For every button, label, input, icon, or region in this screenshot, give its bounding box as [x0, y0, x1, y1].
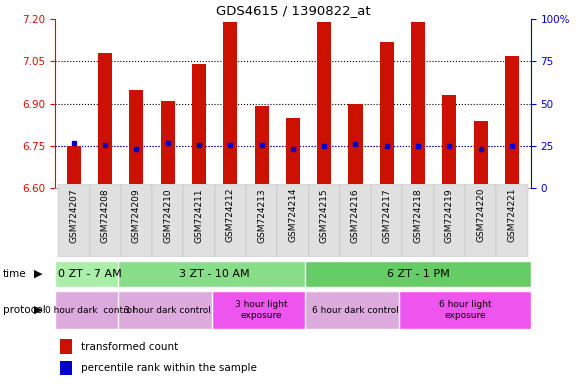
Text: GSM724219: GSM724219	[445, 188, 454, 243]
Text: GSM724212: GSM724212	[226, 188, 235, 242]
Bar	[55, 261, 124, 286]
Bar	[161, 101, 175, 188]
Text: GSM724218: GSM724218	[414, 188, 423, 243]
Text: GSM724210: GSM724210	[163, 188, 172, 243]
Bar	[380, 42, 394, 188]
Text: GSM724208: GSM724208	[101, 188, 110, 243]
Text: GSM724207: GSM724207	[70, 188, 78, 243]
Text: ▶: ▶	[34, 305, 42, 315]
Bar	[317, 22, 331, 188]
Bar	[309, 184, 340, 257]
Bar	[60, 339, 72, 354]
Text: GSM724216: GSM724216	[351, 188, 360, 243]
Text: ▶: ▶	[34, 268, 42, 279]
Text: 3 hour light
exposure: 3 hour light exposure	[235, 300, 288, 320]
Bar	[340, 184, 371, 257]
Text: GSM724214: GSM724214	[288, 188, 298, 242]
Text: 6 hour dark control: 6 hour dark control	[312, 306, 399, 314]
Bar	[183, 184, 215, 257]
Bar	[434, 184, 465, 257]
Text: 0 hour dark  control: 0 hour dark control	[45, 306, 135, 314]
Bar	[192, 64, 206, 188]
Bar	[152, 184, 183, 257]
Text: transformed count: transformed count	[81, 341, 179, 352]
Text: percentile rank within the sample: percentile rank within the sample	[81, 363, 257, 373]
Bar	[215, 184, 246, 257]
Bar	[286, 118, 300, 188]
Text: GSM724220: GSM724220	[476, 188, 485, 242]
Title: GDS4615 / 1390822_at: GDS4615 / 1390822_at	[216, 3, 370, 17]
Bar	[223, 22, 237, 188]
Text: GSM724221: GSM724221	[508, 188, 516, 242]
Bar	[443, 95, 456, 188]
Text: GSM724217: GSM724217	[382, 188, 392, 243]
Text: GSM724209: GSM724209	[132, 188, 141, 243]
Bar	[121, 184, 152, 257]
Bar	[212, 291, 311, 329]
Bar	[306, 291, 405, 329]
Text: 3 ZT - 10 AM: 3 ZT - 10 AM	[179, 268, 250, 279]
Bar	[399, 291, 531, 329]
Bar	[98, 53, 112, 188]
Bar	[349, 104, 362, 188]
Text: time: time	[3, 268, 27, 279]
Bar	[474, 121, 488, 188]
Bar	[89, 184, 121, 257]
Bar	[411, 22, 425, 188]
Bar	[403, 184, 434, 257]
Text: protocol: protocol	[3, 305, 46, 315]
Text: 6 ZT - 1 PM: 6 ZT - 1 PM	[387, 268, 450, 279]
Bar	[60, 361, 72, 376]
Bar	[118, 291, 218, 329]
Bar	[306, 261, 531, 286]
Bar	[129, 89, 143, 188]
Bar	[58, 184, 89, 257]
Bar	[246, 184, 277, 257]
Bar	[255, 106, 269, 188]
Bar	[67, 146, 81, 188]
Bar	[496, 184, 528, 257]
Text: 3 hour dark control: 3 hour dark control	[124, 306, 211, 314]
Bar	[505, 56, 519, 188]
Bar	[277, 184, 309, 257]
Bar	[465, 184, 496, 257]
Bar	[55, 291, 124, 329]
Text: 6 hour light
exposure: 6 hour light exposure	[438, 300, 491, 320]
Bar	[118, 261, 311, 286]
Text: GSM724213: GSM724213	[257, 188, 266, 243]
Text: GSM724211: GSM724211	[194, 188, 204, 243]
Text: 0 ZT - 7 AM: 0 ZT - 7 AM	[57, 268, 121, 279]
Bar	[371, 184, 403, 257]
Text: GSM724215: GSM724215	[320, 188, 329, 243]
